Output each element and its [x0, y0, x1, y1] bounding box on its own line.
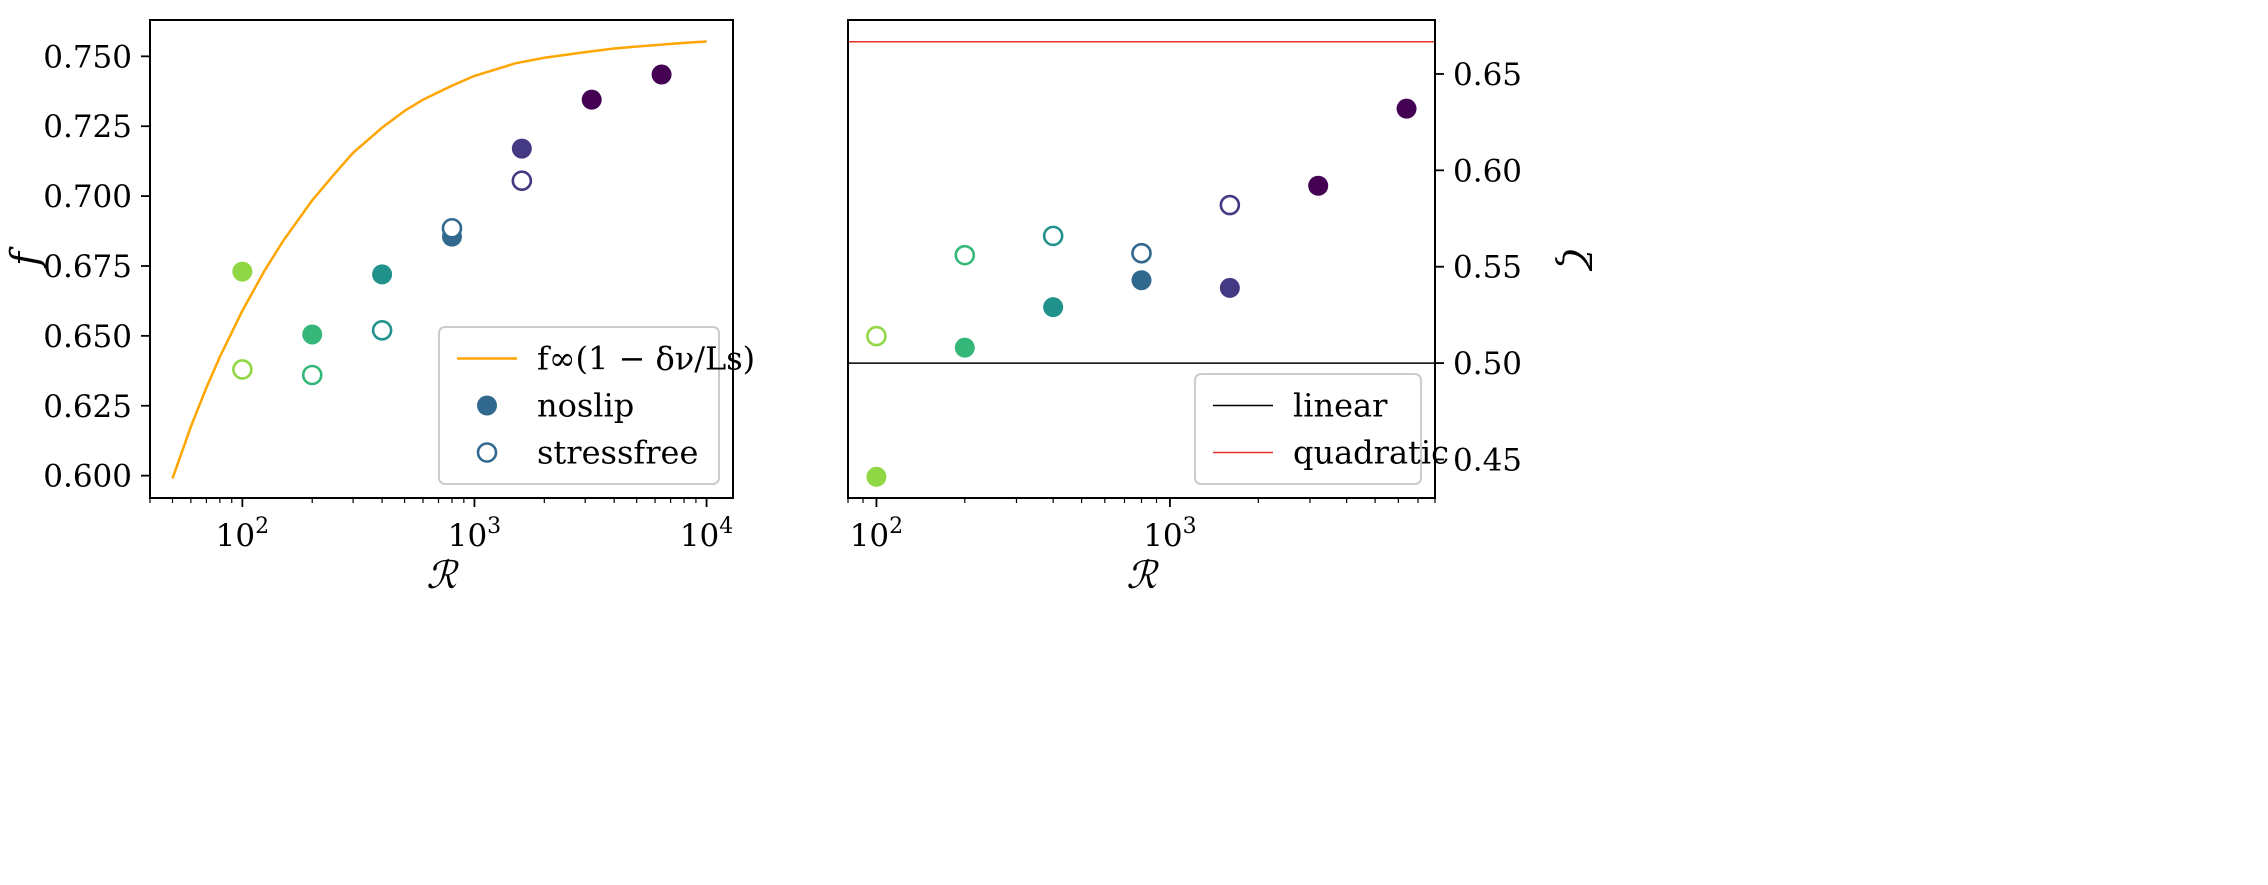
x-tick-exponent: 4 — [719, 514, 733, 539]
x-tick-base: 10 — [448, 518, 487, 554]
noslip-point — [581, 89, 602, 110]
noslip-point — [1043, 297, 1064, 318]
noslip-point — [866, 466, 887, 487]
noslip-point — [651, 64, 672, 85]
legend-open-marker — [476, 442, 498, 463]
stressfree-point — [1131, 242, 1152, 264]
legend-label: quadratic — [1293, 434, 1449, 472]
stressfree-point — [866, 325, 887, 347]
x-tick-label: 102 — [850, 514, 903, 554]
stressfree-point — [1042, 225, 1064, 247]
stressfree-point — [232, 359, 253, 380]
legend-box — [1194, 373, 1422, 485]
x-tick-base: 10 — [1143, 518, 1182, 554]
x-tick-base: 10 — [216, 518, 255, 554]
noslip-point — [302, 324, 323, 345]
legend-label: f∞(1 − δν/Ls) — [537, 340, 755, 378]
stressfree-point — [441, 217, 463, 239]
noslip-point — [372, 264, 393, 285]
x-tick-base: 10 — [850, 518, 889, 554]
stressfree-point — [1219, 194, 1241, 216]
noslip-point — [1219, 277, 1240, 298]
x-axis-label: ℛ — [1126, 553, 1159, 597]
plot-frame — [149, 19, 734, 499]
y-tick-label: 0.725 — [43, 109, 132, 145]
x-tick-label: 104 — [680, 514, 733, 554]
y-tick-label: 0.55 — [1453, 250, 1522, 286]
y-tick-label: 0.60 — [1453, 153, 1522, 189]
legend: linear quadratic — [1194, 373, 1449, 485]
legend-box — [438, 326, 720, 485]
noslip-point — [1131, 270, 1152, 291]
y-tick-label: 0.700 — [43, 179, 132, 215]
x-tick-base: 10 — [680, 518, 719, 554]
y-tick-label: 0.625 — [43, 389, 132, 425]
y-tick-label: 0.600 — [43, 459, 132, 495]
legend-label: noslip — [537, 387, 634, 425]
noslip-point — [511, 138, 532, 159]
noslip-point — [232, 261, 253, 282]
y-axis-label: ζ — [1554, 249, 1598, 272]
legend-filled-marker — [477, 395, 497, 416]
legend-label: stressfree — [537, 434, 698, 472]
stressfree-point — [301, 364, 323, 386]
left-chart-panel: 102 103 1040.6000.6250.6500.6750.7000.7250… — [3, 19, 755, 597]
x-tick-exponent: 2 — [255, 514, 269, 539]
x-tick-label: 102 — [216, 514, 269, 554]
x-tick-exponent: 3 — [1183, 514, 1197, 539]
x-tick-label: 103 — [448, 514, 501, 554]
x-tick-exponent: 2 — [889, 514, 903, 539]
x-tick-exponent: 3 — [487, 514, 501, 539]
y-tick-label: 0.675 — [43, 249, 132, 285]
y-axis-label: f — [3, 246, 47, 269]
noslip-point — [954, 337, 975, 358]
x-tick-label: 103 — [1143, 514, 1196, 554]
y-tick-label: 0.50 — [1453, 346, 1522, 382]
y-tick-label: 0.45 — [1453, 442, 1522, 478]
legend-label: linear — [1293, 387, 1388, 425]
legend: f∞(1 − δν/Ls) noslip stressfree — [438, 326, 755, 485]
fit-curve-line — [171, 40, 707, 479]
right-chart-panel: 102 1030.450.500.550.600.65ℛζlinearquadra… — [847, 19, 1598, 597]
y-tick-label: 0.750 — [43, 39, 132, 75]
stressfree-point — [371, 319, 393, 341]
noslip-point — [1396, 98, 1417, 119]
y-tick-label: 0.65 — [1453, 57, 1522, 93]
x-axis-label: ℛ — [426, 553, 459, 597]
stressfree-point — [954, 244, 976, 266]
stressfree-point — [511, 170, 533, 192]
noslip-point — [1308, 175, 1329, 196]
y-tick-label: 0.650 — [43, 319, 132, 355]
